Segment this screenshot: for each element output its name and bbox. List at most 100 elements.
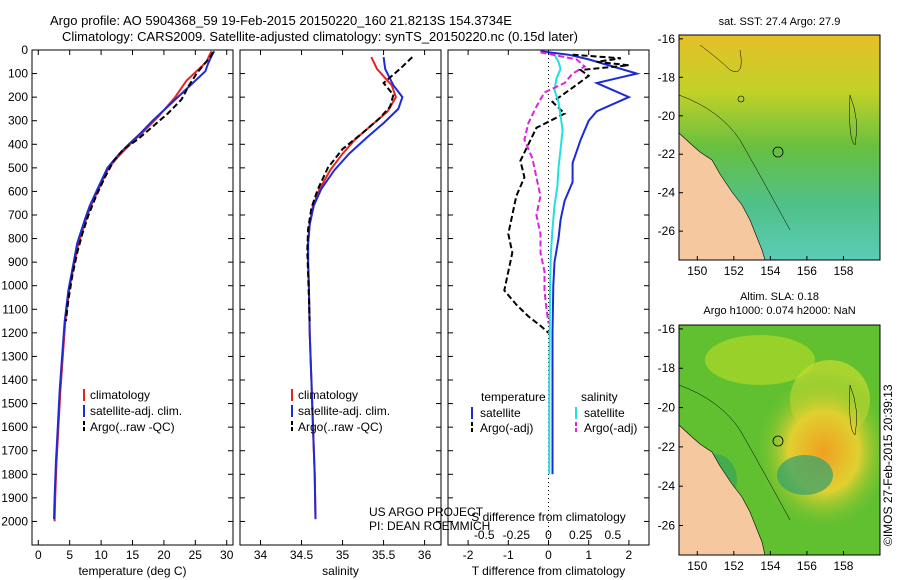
x2-axis-label: S difference from climatology [471, 510, 626, 524]
map-y-tick-label: -24 [658, 479, 676, 493]
sst-bathy-contour [678, 94, 791, 231]
y-tick-label: 1700 [1, 444, 28, 458]
y-tick-label: 900 [8, 255, 28, 269]
x2-tick-label: 0.5 [604, 528, 621, 542]
x2-tick-label: 0 [545, 528, 552, 542]
map-y-tick-label: -20 [658, 109, 676, 123]
y-tick-label: 1200 [1, 326, 28, 340]
sla-map-title-line2: Argo h1000: 0.074 h2000: NaN [703, 305, 856, 317]
sla-map-axes: 150 152 154 156 158 -16 -18 -20 -22 -24 -26 [658, 322, 854, 573]
y-tick-label: 1600 [1, 420, 28, 434]
sst-reef-contour [699, 44, 742, 72]
y-tick-label: 1300 [1, 349, 28, 363]
map-x-tick-label: 152 [724, 264, 744, 278]
map-x-tick-label: 156 [797, 559, 817, 573]
map-x-tick-label: 152 [724, 559, 744, 573]
sla-map-title-line1: Altim. SLA: 0.18 [740, 291, 819, 303]
y-tick-label: 1500 [1, 397, 28, 411]
x-tick-label: 10 [94, 548, 108, 562]
legend-title: salinity [581, 390, 618, 404]
sla-reef-contour [849, 384, 857, 436]
temperature-panel: 0 5 10 15 20 25 300100200300400500600700800900… [1, 43, 233, 578]
series-line-argo-raw-qc- [64, 51, 214, 322]
pi-annotation: PI: DEAN ROEMMICH [369, 519, 490, 533]
legend-label: climatology [298, 388, 358, 402]
x-tick-label: 5 [66, 548, 73, 562]
chart-title-line2: Climatology: CARS2009. Satellite-adjuste… [62, 29, 578, 44]
map-y-tick-label: -22 [658, 147, 676, 161]
x-tick-label: 0 [35, 548, 42, 562]
y-tick-label: 800 [8, 232, 28, 246]
sst-argo-marker [772, 146, 784, 158]
sst-map: 150 152 154 156 158 -16 -18 -20 -22 -24 -26 [658, 32, 881, 278]
x-tick-label: 1 [585, 548, 592, 562]
series-line-s-satellite [548, 54, 564, 475]
y-tick-label: 300 [8, 114, 28, 128]
x-tick-label: -2 [463, 548, 474, 562]
legend-label: satellite [480, 406, 521, 420]
map-x-tick-label: 156 [797, 264, 817, 278]
imos-timestamp: ©IMOS 27-Feb-2015 20:39:13 [881, 384, 895, 546]
salinity-panel: 34 34.5 35 35.5 36 salinity climatology satelli… [239, 49, 490, 578]
sla-low [777, 455, 833, 495]
series-line-climatology [307, 56, 397, 520]
sst-map-title: sat. SST: 27.4 Argo: 27.9 [718, 16, 841, 28]
x-tick-label: 35 [336, 548, 350, 562]
y-tick-label: 600 [8, 184, 28, 198]
x-tick-label: 0 [545, 548, 552, 562]
x-tick-label: 15 [126, 548, 140, 562]
y-tick-label: 1000 [1, 279, 28, 293]
chart-title-line1: Argo profile: AO 5904368_59 19-Feb-2015 … [50, 13, 512, 28]
x-tick-label: -1 [503, 548, 514, 562]
x2-tick-label: -0.5 [474, 528, 495, 542]
series-line-satellite-adj-clim- [53, 50, 216, 520]
x-tick-label: 34.5 [290, 548, 314, 562]
series-line-climatology [53, 50, 213, 522]
sst-reef-contour-2 [849, 94, 857, 146]
project-annotation: US ARGO PROJECT [369, 505, 484, 519]
map-y-tick-label: -16 [658, 32, 676, 46]
y-tick-label: 100 [8, 67, 28, 81]
sla-argo-marker [772, 435, 784, 447]
plot-frame [31, 49, 234, 546]
x2-tick-label: 0.25 [569, 528, 593, 542]
map-x-tick-label: 158 [833, 559, 853, 573]
legend-label: Argo(-adj) [480, 421, 533, 435]
legend-label: satellite-adj. clim. [298, 404, 390, 418]
series-line-satellite-adj-clim- [307, 56, 404, 520]
x-tick-label: 30 [220, 548, 234, 562]
y-tick-label: 1800 [1, 467, 28, 481]
x-tick-label: 2 [626, 548, 633, 562]
map-y-tick-label: -26 [658, 224, 676, 238]
x-axis-label: temperature (deg C) [78, 564, 186, 578]
sla-bathy-contour [678, 384, 791, 521]
y-tick-label: 700 [8, 208, 28, 222]
y-tick-label: 200 [8, 90, 28, 104]
series-line-t-argo-adj- [503, 53, 630, 334]
series-line-argo-raw-qc- [306, 56, 413, 322]
x-tick-label: 20 [157, 548, 171, 562]
x-tick-label: 34 [254, 548, 268, 562]
y-tick-label: 0 [21, 43, 28, 57]
legend-label: satellite [584, 406, 625, 420]
legend-label: satellite-adj. clim. [90, 404, 182, 418]
sla-map: 150 152 154 156 158 -16 -18 -20 -22 -24 -26 [658, 322, 881, 573]
legend-label: Argo(..raw -QC) [298, 420, 383, 434]
map-x-tick-label: 150 [687, 559, 707, 573]
map-y-tick-label: -20 [658, 401, 676, 415]
sst-islet [737, 95, 745, 103]
x-axis-label: T difference from climatology [472, 564, 626, 578]
y-tick-label: 500 [8, 161, 28, 175]
map-y-tick-label: -22 [658, 440, 676, 454]
difference-panel: -2 -1 0 1 2T difference from climatology -0.5… [447, 49, 650, 578]
map-x-tick-label: 154 [760, 559, 780, 573]
y-tick-label: 1900 [1, 491, 28, 505]
map-x-tick-label: 158 [833, 264, 853, 278]
map-y-tick-label: -16 [658, 322, 676, 336]
sst-map-axes: 150 152 154 156 158 -16 -18 -20 -22 -24 -26 [658, 32, 854, 278]
map-y-tick-label: -26 [658, 519, 676, 533]
x-axis-label: salinity [322, 564, 359, 578]
legend-title: temperature [481, 390, 546, 404]
legend-label: climatology [90, 388, 150, 402]
